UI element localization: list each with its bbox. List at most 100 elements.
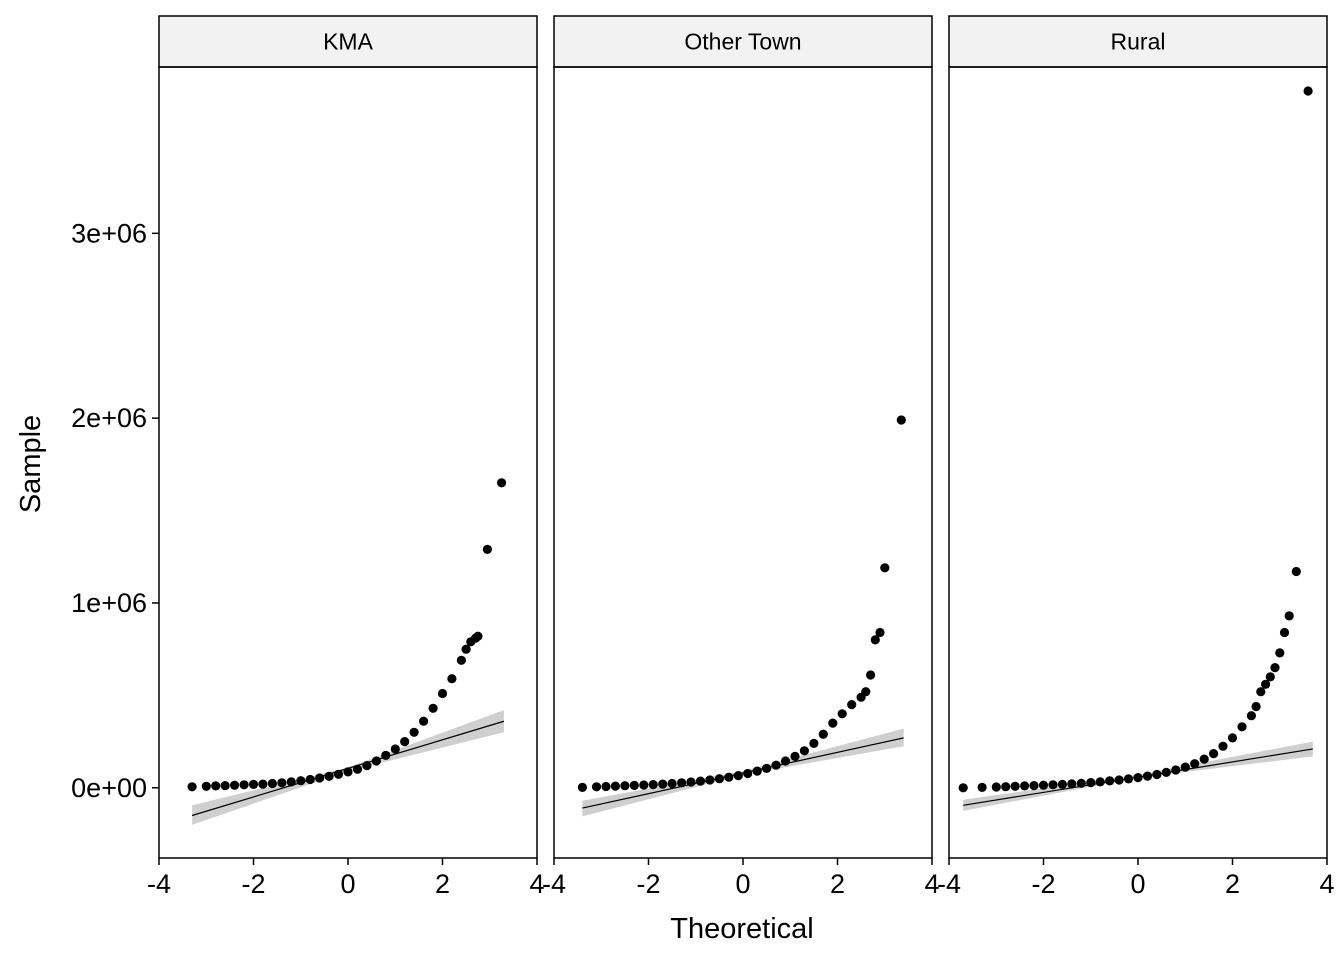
x-tick-label: -4 [542, 869, 566, 899]
facet-panels: KMA -4 -2 0 2 4 Other Town -4 -2 0 2 4 Rural -4 -2 0 2 4 [147, 15, 1335, 899]
y-axis-title: Sample [15, 415, 47, 513]
qq-point [1265, 672, 1275, 682]
qq-point [315, 773, 325, 783]
qq-point [473, 631, 483, 641]
qq-point [639, 780, 649, 790]
qq-point [1199, 754, 1209, 764]
qq-point [790, 751, 800, 762]
qq-point [1303, 86, 1313, 96]
qq-point [577, 782, 588, 793]
qq-point [437, 688, 448, 699]
qq-point [733, 771, 743, 781]
qq-point [1048, 780, 1058, 790]
qq-point [239, 780, 249, 790]
qq-point [743, 768, 753, 779]
qq-point [686, 777, 696, 787]
qq-point [809, 738, 819, 749]
qq-point [991, 782, 1001, 792]
qq-point [390, 744, 400, 754]
x-tick-label: 4 [529, 869, 544, 899]
qq-point [1237, 722, 1247, 732]
qq-point [1256, 687, 1266, 697]
qq-point [880, 563, 890, 573]
facet-strip [158, 15, 538, 68]
y-axis: 0e+00 1e+06 2e+06 3e+06 [71, 218, 159, 803]
qq-point [724, 772, 734, 782]
qq-point [428, 703, 438, 713]
qq-point [296, 776, 306, 786]
facet-panel-2: Rural -4 -2 0 2 4 [937, 15, 1335, 899]
qq-point [601, 781, 611, 792]
qq-point [248, 779, 259, 790]
qq-point [799, 746, 810, 756]
qq-point [409, 727, 419, 737]
x-tick-label: -2 [636, 869, 660, 899]
qq-point [362, 761, 372, 771]
qq-point [497, 478, 507, 488]
qq-point [1123, 774, 1134, 784]
qq-point [1261, 679, 1271, 689]
qq-point [771, 760, 781, 770]
qq-point [1076, 778, 1086, 788]
qq-point [752, 766, 762, 776]
y-tick-label: 2e+06 [71, 403, 147, 433]
qq-point [780, 756, 791, 766]
qq-point [187, 782, 197, 792]
qq-point [677, 778, 687, 788]
qq-point [371, 756, 381, 766]
qq-point [286, 777, 296, 787]
qq-point [1029, 781, 1039, 791]
y-tick-label: 1e+06 [71, 588, 147, 618]
x-tick-label: 2 [830, 869, 845, 899]
qq-point [419, 716, 429, 726]
qq-point [1161, 767, 1171, 778]
x-tick-label: -4 [937, 869, 961, 899]
x-tick-label: 0 [340, 869, 355, 899]
qq-point [201, 781, 211, 791]
qq-point [629, 780, 639, 791]
qq-reference-line [582, 737, 904, 809]
qq-point [837, 709, 847, 719]
x-tick-label: 4 [1319, 869, 1334, 899]
qq-point [1279, 627, 1290, 638]
x-tick-label: 2 [1225, 869, 1240, 899]
qq-point [1275, 648, 1285, 658]
x-tick-label: 4 [924, 869, 939, 899]
qq-point [1142, 771, 1153, 781]
x-tick-label: -2 [241, 869, 265, 899]
qq-point [1171, 765, 1181, 775]
qq-point [866, 670, 876, 680]
qq-point [896, 415, 906, 425]
facet-strip-label: Other Town [684, 29, 801, 55]
qq-point [352, 764, 363, 774]
qq-point [870, 635, 880, 645]
qq-point [714, 774, 725, 784]
x-axis-title: Theoretical [670, 913, 813, 945]
qq-point [828, 718, 838, 728]
x-tick-label: -4 [147, 869, 171, 899]
qq-point [875, 627, 885, 638]
qq-point [1270, 663, 1280, 673]
qq-point [1246, 711, 1256, 721]
y-tick-label: 3e+06 [71, 218, 147, 248]
qq-point [591, 782, 602, 792]
qq-point [667, 778, 677, 789]
qq-point [695, 776, 706, 786]
panel-border [158, 66, 538, 859]
qq-point [1152, 769, 1162, 780]
qq-point [861, 687, 871, 697]
qq-point [1001, 782, 1011, 792]
qq-point [1284, 611, 1294, 621]
qq-point [1190, 759, 1200, 769]
qq-point [1057, 779, 1067, 790]
qq-point [977, 782, 987, 793]
x-tick-label: -2 [1031, 869, 1055, 899]
qq-point [333, 769, 344, 779]
qq-point [324, 771, 334, 781]
x-tick-label: 0 [735, 869, 750, 899]
qq-point [1180, 762, 1190, 772]
qq-point [648, 780, 658, 790]
qq-point [1209, 749, 1219, 759]
qq-point [277, 778, 287, 788]
qq-point [1020, 781, 1030, 791]
